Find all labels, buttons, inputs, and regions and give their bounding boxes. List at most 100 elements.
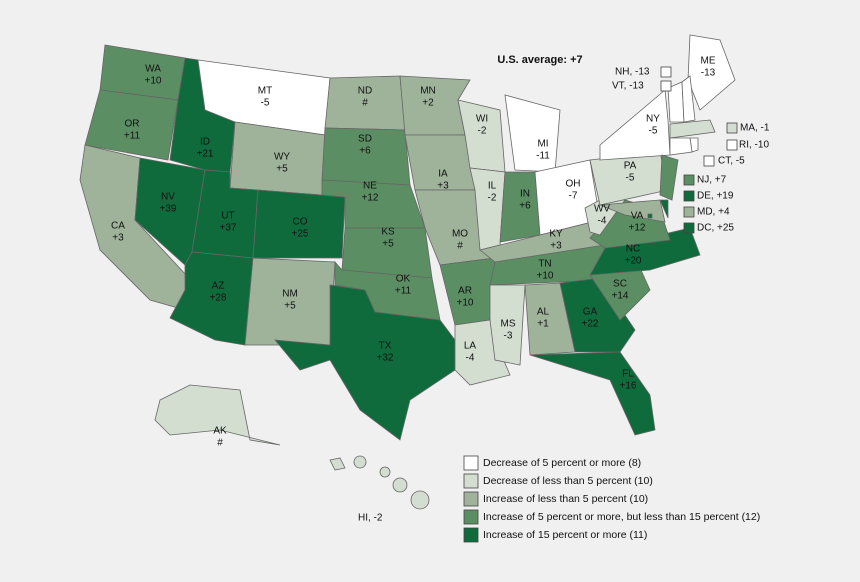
state-abbr: WY	[274, 152, 290, 163]
state-value: +2	[422, 98, 434, 109]
state	[647, 213, 653, 219]
state-abbr: MT	[258, 86, 272, 97]
state-abbr: FL	[622, 369, 634, 380]
callout-box	[683, 174, 695, 186]
state-abbr: ID	[200, 137, 210, 148]
legend-label: Increase of less than 5 percent (10)	[483, 493, 648, 505]
state-value: #	[217, 438, 223, 449]
state-value: -3	[504, 331, 513, 342]
state-value: -11	[536, 151, 550, 162]
state-abbr: IA	[438, 169, 448, 180]
state-abbr: AK	[213, 426, 227, 437]
callout-label: NJ, +7	[697, 175, 727, 186]
state-abbr: AZ	[212, 281, 225, 292]
state-abbr: AR	[458, 286, 472, 297]
state-value: +10	[457, 298, 474, 309]
state-abbr: MO	[452, 229, 468, 240]
state-abbr: VA	[631, 211, 644, 222]
state-abbr: ME	[701, 56, 716, 67]
state-value: +11	[395, 286, 412, 297]
state-value: +37	[220, 223, 237, 234]
island	[353, 455, 367, 469]
state-value: +21	[197, 149, 214, 160]
state-value: -4	[598, 216, 607, 227]
state-abbr: WI	[476, 114, 488, 125]
state-value: +12	[629, 223, 646, 234]
state-abbr: NE	[363, 181, 377, 192]
state	[589, 227, 701, 276]
state-abbr: NM	[282, 289, 298, 300]
state	[84, 89, 179, 161]
state-abbr: WV	[594, 204, 610, 215]
state-abbr: SC	[613, 279, 627, 290]
state-abbr: MN	[420, 86, 436, 97]
legend-swatch	[463, 473, 479, 489]
state	[659, 154, 679, 201]
state	[329, 457, 346, 471]
state-abbr: UT	[221, 211, 234, 222]
state-value: +12	[362, 193, 379, 204]
state-value: +25	[292, 229, 309, 240]
state-abbr: IN	[520, 189, 530, 200]
state	[681, 75, 696, 123]
state-abbr: TX	[379, 341, 392, 352]
state-value: -5	[626, 173, 635, 184]
state-abbr: CO	[293, 217, 308, 228]
state	[252, 189, 346, 259]
state-abbr: LA	[464, 341, 477, 352]
map-title: U.S. average: +7	[497, 54, 582, 66]
legend-label: Increase of 5 percent or more, but less …	[483, 511, 760, 523]
island	[410, 490, 430, 510]
state-abbr: OK	[396, 274, 411, 285]
legend-swatch	[463, 455, 479, 471]
state-abbr: MS	[501, 319, 516, 330]
state-abbr: OR	[125, 119, 140, 130]
state-abbr: IL	[488, 181, 497, 192]
state-abbr: NC	[626, 244, 640, 255]
state	[489, 284, 526, 366]
state-value: +3	[112, 233, 124, 244]
state-abbr: TN	[538, 259, 551, 270]
callout-box	[726, 139, 738, 151]
callout-label: DE, +19	[697, 191, 734, 202]
state-value: +39	[160, 204, 177, 215]
state-value: +3	[550, 241, 562, 252]
legend-swatch	[463, 527, 479, 543]
state-value: +5	[382, 239, 394, 250]
callout-label: DC, +25	[697, 223, 734, 234]
state	[659, 199, 669, 219]
callout-label: VT, -13	[612, 81, 644, 92]
state-abbr: KY	[549, 229, 563, 240]
state-abbr: WA	[145, 64, 161, 75]
legend-label: Decrease of 5 percent or more (8)	[483, 457, 641, 469]
callout-label: CT, -5	[718, 156, 745, 167]
state-value: +14	[612, 291, 629, 302]
state-value: -5	[261, 98, 270, 109]
callout-label: HI, -2	[358, 513, 383, 524]
state	[669, 137, 693, 156]
state-value: +10	[537, 271, 554, 282]
state-abbr: KS	[381, 227, 395, 238]
legend-label: Increase of 15 percent or more (11)	[483, 529, 647, 541]
callout-box	[660, 80, 672, 92]
state-abbr: NV	[161, 192, 175, 203]
state-abbr: GA	[583, 307, 598, 318]
legend-label: Decrease of less than 5 percent (10)	[483, 475, 653, 487]
state	[669, 119, 716, 139]
state	[529, 351, 656, 436]
state-value: +1	[537, 319, 549, 330]
state-value: #	[457, 241, 463, 252]
island	[379, 466, 391, 478]
state-abbr: PA	[624, 161, 637, 172]
state-value: +11	[124, 131, 141, 142]
callout-box	[726, 122, 738, 134]
state-abbr: OH	[566, 179, 581, 190]
state-value: +28	[210, 293, 227, 304]
state-value: -13	[701, 68, 716, 79]
callout-label: MD, +4	[697, 207, 730, 218]
state-abbr: SD	[358, 134, 372, 145]
state-value: +6	[359, 146, 371, 157]
callout-box	[660, 66, 672, 78]
island	[392, 477, 408, 493]
state-value: +32	[377, 353, 394, 364]
